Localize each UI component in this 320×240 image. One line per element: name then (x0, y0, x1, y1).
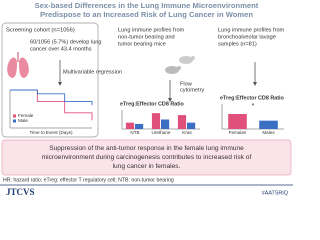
panel-text: Lung immune profiles from (218, 27, 285, 33)
lungs-icon (7, 52, 29, 78)
bar (228, 114, 247, 129)
hashtag: #AATSRIQ (262, 190, 288, 196)
bar (259, 120, 278, 129)
panel-text: samples (n=81) (218, 41, 257, 47)
panel-text: cancer over 43.4 months (30, 46, 92, 52)
mice-icon (165, 56, 195, 74)
graphical-abstract: Sex-based Differences in the Lung Immune… (0, 1, 293, 198)
x-tick-label: Females (229, 130, 247, 135)
conclusion-line: lung cancer in females. (113, 163, 181, 170)
panel-text: tumor bearing mice (118, 41, 166, 47)
method-label: cytometry (180, 87, 204, 93)
bar (187, 122, 196, 129)
bar (177, 115, 187, 129)
x-tick-label: Urethane (152, 130, 171, 135)
legend-swatch (13, 119, 16, 123)
title-line: Predispose to an Increased Risk of Lung … (40, 10, 253, 19)
conclusion-box (1, 139, 292, 176)
legend-label: Male (18, 118, 28, 123)
bar (135, 123, 144, 129)
chart-title: eTreg:Effector CD8 Ratio (220, 95, 285, 101)
journal-logo: JTCVS (6, 187, 35, 197)
legend-label: Female (18, 113, 34, 118)
x-tick-label: Males (262, 130, 275, 135)
panel-heading: Screening cohort (n=1056) (6, 28, 75, 34)
bar (125, 122, 135, 129)
bar (151, 113, 161, 129)
footnote: HR: hazard ratio; eTreg: effector T regu… (3, 177, 174, 183)
chart-title: eTreg:Effector CD8 Ratio (120, 101, 185, 107)
method-label: Multivariable regression (63, 69, 122, 75)
conclusion-line: microenvironment during carcinogenesis c… (42, 154, 252, 161)
panel-text: bronchoalveolar lavage (218, 34, 276, 40)
panel-text: Lung immune profiles from (118, 27, 185, 33)
conclusion-line: Suppression of the anti-tumor response i… (49, 145, 244, 152)
cohort-box (1, 22, 99, 138)
km-curve (10, 89, 93, 106)
title-line: Sex-based Differences in the Lung Immune… (35, 1, 259, 10)
panel-text: non-tumor bearing and (118, 34, 175, 40)
bar (161, 119, 170, 129)
x-tick-label: Kras (182, 130, 192, 135)
method-label: Flow (180, 81, 193, 87)
significance-mark: * (252, 103, 255, 110)
x-tick-label: NTB (130, 130, 139, 135)
x-axis-label: Time to Event (Days) (30, 130, 73, 135)
legend-swatch (13, 114, 16, 118)
panel-text: 60/1056 (5.7%) develop lung (30, 39, 102, 45)
